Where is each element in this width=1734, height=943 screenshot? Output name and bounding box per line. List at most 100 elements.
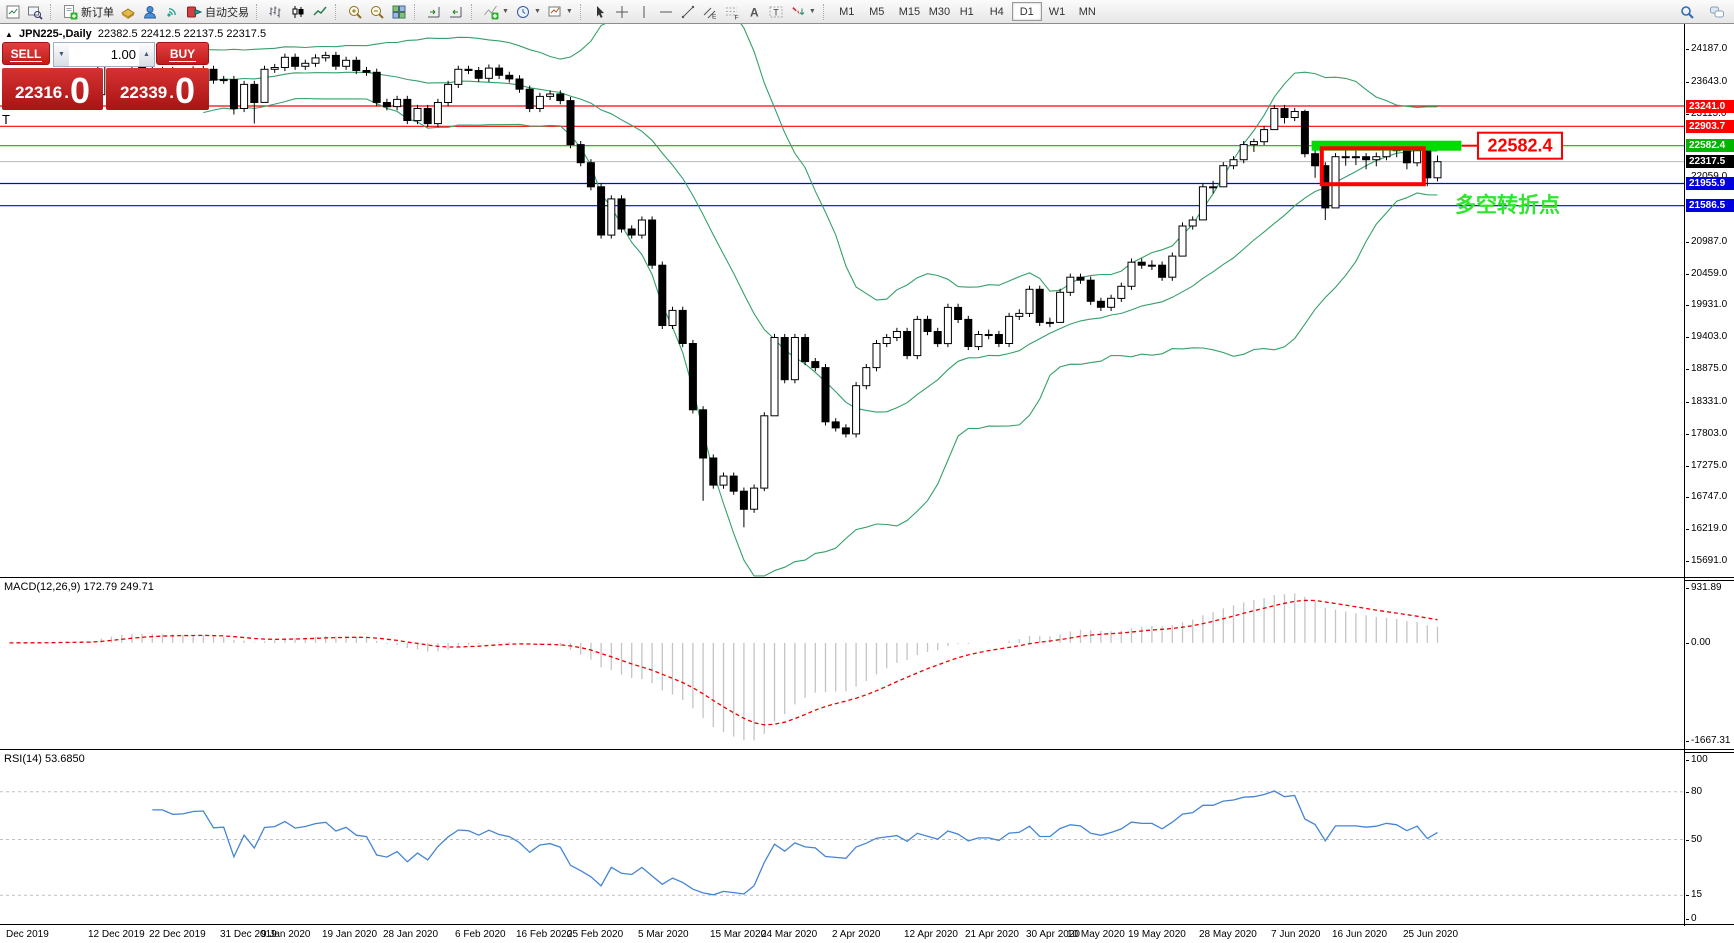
profiles-icon	[27, 4, 43, 20]
zoom-in-button[interactable]	[344, 2, 366, 22]
chart-title: ▲ JPN225-,Daily 22382.5 22412.5 22137.5 …	[5, 28, 266, 40]
collapse-panel-icon[interactable]: ▲	[5, 30, 13, 39]
timeframe-M1[interactable]: M1	[832, 2, 862, 21]
axis-tick: -1667.31	[1686, 735, 1734, 747]
volume-increase-button[interactable]: ▲	[139, 43, 154, 66]
signals-button[interactable]	[161, 2, 183, 22]
chart-shift-button[interactable]	[445, 2, 467, 22]
autotrading-button[interactable]: 自动交易	[183, 2, 252, 22]
toolbar-separator	[471, 3, 476, 20]
sell-button[interactable]: SELL	[2, 42, 50, 65]
timeframe-M30[interactable]: M30	[922, 2, 952, 21]
toolbar-separator	[50, 3, 55, 20]
timeframe-M5[interactable]: M5	[862, 2, 892, 21]
timeframe-W1[interactable]: W1	[1042, 2, 1072, 21]
timeframe-H1[interactable]: H1	[952, 2, 982, 21]
indicators-button[interactable]: ▼	[480, 2, 512, 22]
fibonacci-button[interactable]: F	[721, 2, 743, 22]
trendline-button[interactable]	[677, 2, 699, 22]
date-label: 25 Feb 2020	[567, 929, 624, 940]
price-badge: 22903.7	[1686, 120, 1734, 133]
macd-pane[interactable]	[0, 580, 1684, 749]
chat-button[interactable]	[1706, 2, 1728, 22]
timeframe-D1[interactable]: D1	[1011, 2, 1042, 21]
axis-tick: 20459.0	[1686, 268, 1734, 280]
signals-icon	[164, 4, 180, 20]
axis-tick: 16747.0	[1686, 491, 1734, 503]
time-axis[interactable]: Dec 2019 12 Dec 2019 22 Dec 2019 31 Dec 201…	[0, 926, 1734, 943]
search-icon	[1679, 4, 1695, 20]
svg-text:F: F	[734, 14, 738, 20]
line-chart-button[interactable]	[309, 2, 331, 22]
main-toolbar: 新订单 自动交易 ▼ ▼ ▼ E F A T ▼ M1 M5 M15 M30 H1 H4 D1 W1 MN	[0, 0, 1734, 24]
metaeditor-button[interactable]	[117, 2, 139, 22]
zoom-out-button[interactable]	[366, 2, 388, 22]
date-label: 6 Feb 2020	[455, 929, 506, 940]
price-label-text: 22582.4	[1487, 136, 1552, 156]
trendline-icon	[680, 4, 696, 20]
price-axis[interactable]: 24187.023643.023115.022587.022059.021531…	[1684, 24, 1734, 926]
date-label: 16 Jun 2020	[1332, 929, 1388, 940]
templates-button[interactable]: ▼	[544, 2, 576, 22]
crosshair-icon	[614, 4, 630, 20]
vertical-line-button[interactable]	[633, 2, 655, 22]
equidistant-channel-button[interactable]: E	[699, 2, 721, 22]
text-label-button[interactable]: T	[765, 2, 787, 22]
chevron-down-icon: ▼	[533, 8, 541, 15]
tile-windows-button[interactable]	[388, 2, 410, 22]
axis-tick: 24187.0	[1686, 43, 1734, 55]
axis-tick: 0.00	[1686, 637, 1734, 649]
chevron-down-icon: ▼	[565, 8, 573, 15]
search-button[interactable]	[1676, 2, 1698, 22]
volume-input[interactable]	[69, 43, 139, 66]
date-label: 31 Dec 2019	[220, 929, 277, 940]
date-label: 12 Apr 2020	[904, 929, 958, 940]
price-badge: 23241.0	[1686, 100, 1734, 113]
horizontal-line-icon	[658, 4, 674, 20]
toolbar-separator	[256, 3, 261, 20]
autotrading-icon	[186, 4, 203, 20]
date-label: 15 Mar 2020	[710, 929, 767, 940]
cursor-button[interactable]	[589, 2, 611, 22]
tile-windows-icon	[391, 4, 407, 20]
axis-tick: 80	[1686, 786, 1734, 798]
timeframe-MN[interactable]: MN	[1072, 2, 1102, 21]
periods-button[interactable]: ▼	[512, 2, 544, 22]
bar-chart-button[interactable]	[265, 2, 287, 22]
price-badge: 22317.5	[1686, 155, 1734, 168]
one-click-trading-panel: SELL ▼ ▲ BUY 22316.0 22339.0	[2, 42, 209, 110]
volume-decrease-button[interactable]: ▼	[54, 43, 69, 66]
community-button[interactable]	[139, 2, 161, 22]
new-order-button[interactable]: 新订单	[59, 2, 117, 22]
price-chart[interactable]: 22582.4 多空转折点 T	[0, 24, 1684, 577]
arrow-objects-button[interactable]: ▼	[787, 2, 819, 22]
date-label: Dec 2019	[6, 929, 49, 940]
zoom-out-icon	[369, 4, 385, 20]
toolbar-separator	[335, 3, 340, 20]
axis-tick: 18331.0	[1686, 396, 1734, 408]
date-label: 28 Jan 2020	[383, 929, 439, 940]
vertical-line-icon	[636, 4, 652, 20]
horizontal-line-button[interactable]	[655, 2, 677, 22]
templates-icon	[547, 4, 563, 20]
new-chart-button[interactable]	[2, 2, 24, 22]
axis-tick: 15691.0	[1686, 555, 1734, 567]
crosshair-button[interactable]	[611, 2, 633, 22]
metaeditor-icon	[120, 4, 136, 20]
timeframe-M15[interactable]: M15	[892, 2, 922, 21]
buy-button[interactable]: BUY	[156, 42, 209, 65]
timeframe-H4[interactable]: H4	[982, 2, 1012, 21]
date-label: 24 Mar 2020	[761, 929, 818, 940]
axis-tick: 100	[1686, 754, 1734, 766]
text-button[interactable]: A	[743, 2, 765, 22]
profiles-button[interactable]	[24, 2, 46, 22]
text-label-icon: T	[768, 4, 784, 20]
svg-text:E: E	[712, 13, 717, 20]
toolbar-separator	[414, 3, 419, 20]
bar-chart-icon	[268, 4, 284, 20]
equidistant-channel-icon: E	[702, 4, 718, 20]
candlestick-chart-button[interactable]	[287, 2, 309, 22]
rsi-pane[interactable]	[0, 751, 1684, 924]
auto-scroll-button[interactable]	[423, 2, 445, 22]
